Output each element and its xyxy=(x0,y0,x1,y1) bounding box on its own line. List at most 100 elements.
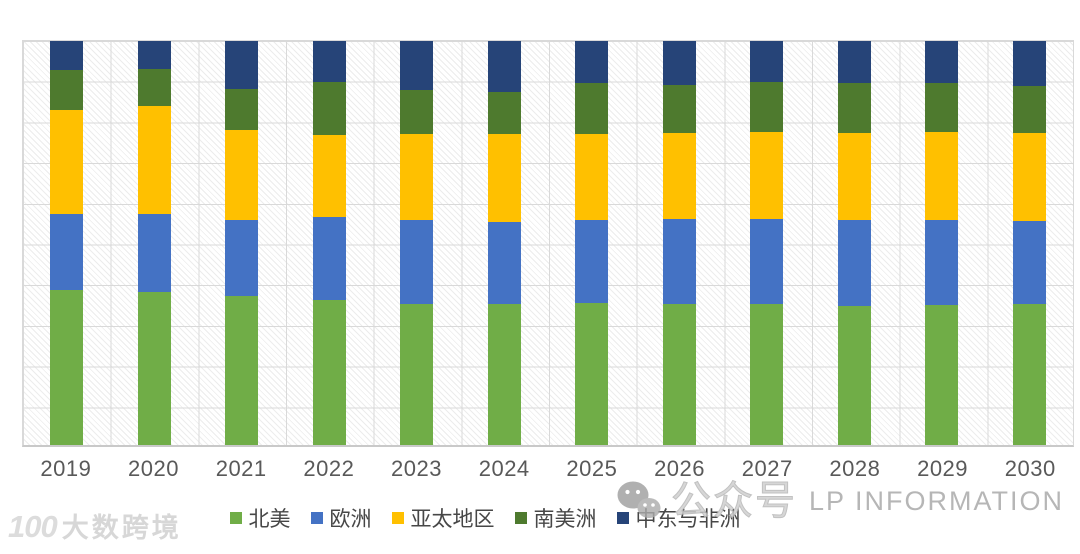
legend-item-south-america: 南美洲 xyxy=(514,503,597,533)
bar-segment-apac-2019 xyxy=(50,109,84,214)
bar-segment-north-america-2030 xyxy=(1012,304,1046,445)
bar-segment-south-america-2024 xyxy=(487,91,521,135)
legend-swatch-south-america xyxy=(514,512,527,524)
bar-column-2022 xyxy=(286,41,374,445)
bar-column-2023 xyxy=(373,41,461,445)
bar-segment-south-america-2025 xyxy=(575,83,609,135)
bar-segment-middle-east-africa-2022 xyxy=(312,41,346,83)
x-axis-label-2026: 2026 xyxy=(654,456,706,481)
x-axis: 2019 2020 2021 2022 2023 2024 2025 2026 2027 2028… xyxy=(22,456,1074,482)
bar-segment-apac-2021 xyxy=(225,129,259,220)
x-axis-label-2025: 2025 xyxy=(566,456,618,481)
bar-segment-europe-2019 xyxy=(50,213,84,290)
bar-segment-middle-east-africa-2027 xyxy=(750,41,784,83)
bar-segment-europe-2023 xyxy=(400,220,434,304)
bar-column-2027 xyxy=(723,41,811,445)
legend-item-north-america: 北美 xyxy=(229,503,291,533)
bar-segment-south-america-2023 xyxy=(400,89,434,134)
bar-stack-2029 xyxy=(925,41,959,445)
x-axis-label-2027: 2027 xyxy=(741,456,793,481)
bar-segment-europe-2020 xyxy=(137,213,171,292)
bar-segment-north-america-2029 xyxy=(925,304,959,445)
bar-segment-north-america-2024 xyxy=(487,304,521,445)
bar-column-2028 xyxy=(811,41,899,445)
bar-segment-middle-east-africa-2024 xyxy=(487,41,521,92)
bar-segment-north-america-2027 xyxy=(750,304,784,445)
x-axis-label-2021: 2021 xyxy=(215,456,267,481)
bar-segment-south-america-2030 xyxy=(1012,85,1046,134)
bars-container xyxy=(23,41,1073,445)
bar-column-2029 xyxy=(898,41,986,445)
bar-segment-europe-2024 xyxy=(487,222,521,305)
bar-segment-middle-east-africa-2023 xyxy=(400,41,434,90)
legend-item-europe: 欧洲 xyxy=(310,503,372,533)
bar-segment-apac-2027 xyxy=(750,131,784,219)
bar-segment-middle-east-africa-2025 xyxy=(575,41,609,84)
bar-column-2021 xyxy=(198,41,286,445)
bar-segment-apac-2028 xyxy=(837,133,871,220)
bar-segment-apac-2026 xyxy=(662,133,696,220)
plot-area xyxy=(22,40,1074,447)
bar-segment-north-america-2021 xyxy=(225,295,259,445)
legend-label-south-america: 南美洲 xyxy=(533,508,597,531)
x-axis-label-2024: 2024 xyxy=(478,456,530,481)
bar-segment-apac-2023 xyxy=(400,133,434,221)
bar-stack-2021 xyxy=(225,41,259,445)
bar-column-2020 xyxy=(111,41,199,445)
bar-segment-middle-east-africa-2021 xyxy=(225,41,259,90)
bar-segment-south-america-2027 xyxy=(750,82,784,132)
x-axis-label-2020: 2020 xyxy=(128,456,179,481)
bar-column-2025 xyxy=(548,41,636,445)
bar-stack-2024 xyxy=(487,41,521,445)
bar-segment-apac-2029 xyxy=(925,131,959,221)
bar-segment-apac-2024 xyxy=(487,134,521,223)
x-axis-label-2022: 2022 xyxy=(303,456,355,481)
bar-column-2030 xyxy=(986,41,1074,445)
bar-segment-middle-east-africa-2020 xyxy=(137,41,171,70)
bar-segment-south-america-2021 xyxy=(225,89,259,130)
legend-label-middle-east-africa: 中东与非洲 xyxy=(635,508,741,531)
bar-segment-south-america-2028 xyxy=(837,83,871,134)
bar-segment-europe-2030 xyxy=(1012,220,1046,305)
legend-item-middle-east-africa: 中东与非洲 xyxy=(616,503,741,533)
x-axis-label-2019: 2019 xyxy=(40,456,92,481)
x-axis-label-2029: 2029 xyxy=(917,456,969,481)
legend-swatch-north-america xyxy=(229,512,242,524)
bar-segment-south-america-2020 xyxy=(137,69,171,106)
x-axis-label-2030: 2030 xyxy=(1004,456,1056,481)
bar-column-2024 xyxy=(461,41,549,445)
bar-segment-south-america-2019 xyxy=(50,70,84,110)
bar-stack-2019 xyxy=(50,41,84,445)
bar-stack-2030 xyxy=(1012,41,1046,445)
bar-segment-apac-2020 xyxy=(137,105,171,214)
bar-segment-europe-2021 xyxy=(225,219,259,296)
bar-segment-europe-2027 xyxy=(750,218,784,305)
bar-segment-north-america-2019 xyxy=(50,289,84,445)
x-axis-label-2028: 2028 xyxy=(829,456,881,481)
legend-swatch-middle-east-africa xyxy=(616,512,629,524)
legend-swatch-apac xyxy=(391,512,404,524)
bar-segment-south-america-2022 xyxy=(312,82,346,136)
bar-segment-north-america-2020 xyxy=(137,291,171,445)
bar-segment-north-america-2028 xyxy=(837,305,871,445)
bar-segment-apac-2025 xyxy=(575,134,609,220)
bar-segment-europe-2022 xyxy=(312,217,346,300)
bar-segment-north-america-2023 xyxy=(400,303,434,445)
bar-segment-north-america-2026 xyxy=(662,304,696,445)
bar-segment-south-america-2026 xyxy=(662,85,696,134)
bar-segment-europe-2026 xyxy=(662,219,696,305)
x-axis-label-2023: 2023 xyxy=(391,456,442,481)
bar-stack-2023 xyxy=(400,41,434,445)
legend-item-apac: 亚太地区 xyxy=(391,503,495,533)
bar-column-2019 xyxy=(23,41,111,445)
bar-segment-apac-2030 xyxy=(1012,133,1046,221)
bar-stack-2022 xyxy=(312,41,346,445)
bar-segment-middle-east-africa-2019 xyxy=(50,41,84,71)
bar-segment-apac-2022 xyxy=(312,135,346,218)
legend: 北美 欧洲 亚太地区 南美洲 中东与非洲 xyxy=(0,503,1080,533)
bar-column-2026 xyxy=(636,41,724,445)
bar-stack-2027 xyxy=(750,41,784,445)
bar-segment-europe-2028 xyxy=(837,219,871,306)
bar-segment-north-america-2022 xyxy=(312,299,346,445)
